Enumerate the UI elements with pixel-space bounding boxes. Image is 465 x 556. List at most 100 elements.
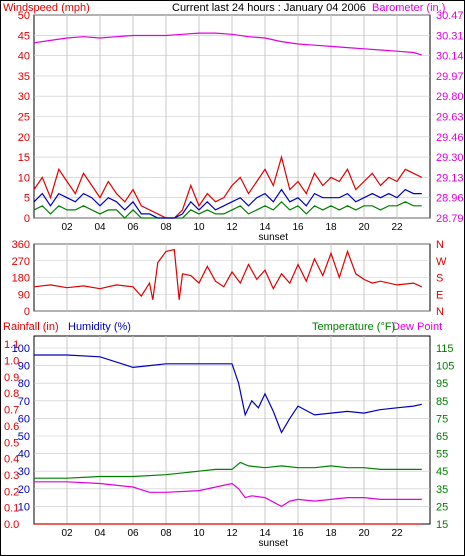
humidity-y-tick-label: 50 [18,431,30,443]
humidity-y-tick-label: 40 [18,449,30,461]
humidity-x-tick-label: 08 [160,528,172,539]
rainfall-y-tick-label: 0.6 [4,421,19,433]
rainfall-axis-title: Rainfall (in) [3,321,59,333]
wind-average-line [33,188,422,219]
humidity-y-tick-label: 90 [18,361,30,373]
wind-y-tick-label: 30 [18,91,30,103]
temperature-y-tick-label: 25 [436,501,448,513]
rainfall-y-tick-label: 1.0 [4,356,19,368]
barometer-y-tick-label: 29.97 [436,71,464,83]
barometer-y-tick-label: 30.31 [436,30,464,42]
wind-x-tick-label: 14 [259,222,271,233]
wind-x-tick-label: 22 [391,222,403,233]
direction-compass-label: N [436,239,444,251]
rainfall-y-tick-label: 0.3 [4,470,19,482]
barometer-line [33,32,422,56]
temperature-y-tick-label: 115 [436,343,454,355]
wind-x-tick-label: 16 [292,222,304,233]
wind-x-tick-label: 10 [193,222,205,233]
temperature-y-tick-label: 45 [436,466,448,478]
wind-y-tick-label: 25 [18,112,30,124]
rainfall-y-tick-label: 0.1 [4,503,19,515]
barometer-y-tick-label: 28.96 [436,193,464,205]
barometer-y-tick-label: 28.79 [436,213,464,225]
direction-y-tick-label: 180 [12,273,30,285]
barometer-y-tick-label: 30.47 [436,10,464,22]
humidity-x-tick-label: 04 [94,528,106,539]
temperature-y-tick-label: 105 [436,361,454,373]
wind-sunset-label: sunset [259,232,289,243]
temperature-line [34,461,422,479]
temperature-y-tick-label: 65 [436,431,448,443]
humidity-x-tick-label: 16 [292,528,304,539]
humidity-axis-title: Humidity (%) [68,321,131,333]
barometer-axis-title: Barometer (in.) [372,2,445,14]
wind-y-tick-label: 5 [24,193,30,205]
wind-y-tick-label: 45 [18,30,30,42]
rainfall-y-tick-label: 0.7 [4,405,19,417]
direction-y-tick-label: 360 [12,239,30,251]
barometer-y-tick-label: 29.46 [436,132,464,144]
rainfall-y-tick-label: 0.2 [4,486,19,498]
wind-x-tick-label: 02 [61,222,73,233]
temperature-y-tick-label: 55 [436,449,448,461]
humidity-x-tick-label: 20 [358,528,370,539]
humidity-y-tick-label: 80 [18,378,30,390]
barometer-y-tick-label: 29.80 [436,91,464,103]
direction-compass-label: W [436,256,447,268]
wind-x-tick-label: 04 [94,222,106,233]
wind-direction-line [33,248,423,300]
humidity-y-tick-label: 30 [18,466,30,478]
chart-title: Current last 24 hours : January 04 2006 [172,2,366,14]
temperature-y-tick-label: 35 [436,484,448,496]
humidity-x-tick-label: 10 [193,528,205,539]
humidity-y-tick-label: 70 [18,396,30,408]
direction-y-tick-label: 270 [12,256,30,268]
wind-y-tick-label: 15 [18,152,30,164]
temperature-axis-title: Temperature (°F) [312,321,395,333]
rainfall-y-tick-label: 0.8 [4,388,19,400]
temperature-y-tick-label: 75 [436,413,448,425]
direction-compass-label: E [436,289,443,301]
direction-y-tick-label: 0 [24,306,30,318]
direction-y-tick-label: 90 [18,289,30,301]
wind-y-tick-label: 40 [18,51,30,63]
humidity-x-tick-label: 14 [259,528,271,539]
rainfall-y-tick-label: 0.9 [4,372,19,384]
wind-x-tick-label: 20 [358,222,370,233]
rainfall-y-tick-label: 1.1 [4,339,19,351]
rainfall-y-tick-label: 0.0 [4,519,19,531]
wind-y-tick-label: 10 [18,172,30,184]
wind-y-tick-label: 35 [18,71,30,83]
rainfall-y-tick-label: 0.5 [4,437,19,449]
humidity-x-tick-label: 22 [391,528,403,539]
dewpoint-line [34,481,422,508]
temperature-y-tick-label: 15 [436,519,448,531]
humidity-x-tick-label: 06 [127,528,139,539]
humidity-y-tick-label: 100 [12,343,30,355]
humidity-y-tick-label: 60 [18,413,30,425]
humidity-y-tick-label: 20 [18,484,30,496]
humidity-sunset-label: sunset [259,538,289,549]
humidity-x-tick-label: 18 [325,528,337,539]
wind-x-tick-label: 08 [160,222,172,233]
wind-y-tick-label: 20 [18,132,30,144]
wind-x-tick-label: 12 [226,222,238,233]
wind-y-tick-label: 50 [18,10,30,22]
temperature-y-tick-label: 95 [436,378,448,390]
windspeed-axis-title: Windspeed (mph) [3,2,90,14]
direction-compass-label: N [436,306,444,318]
humidity-x-tick-label: 02 [61,528,73,539]
wind-x-tick-label: 18 [325,222,337,233]
barometer-y-tick-label: 29.30 [436,152,464,164]
wind-low-line [33,200,422,219]
humidity-x-tick-label: 12 [226,528,238,539]
barometer-y-tick-label: 29.13 [436,172,464,184]
rainfall-y-tick-label: 0.4 [4,454,19,466]
humidity-line [34,354,422,434]
direction-compass-label: S [436,273,443,285]
humidity-y-tick-label: 10 [18,501,30,513]
barometer-y-tick-label: 30.14 [436,51,464,63]
wind-x-tick-label: 06 [127,222,139,233]
